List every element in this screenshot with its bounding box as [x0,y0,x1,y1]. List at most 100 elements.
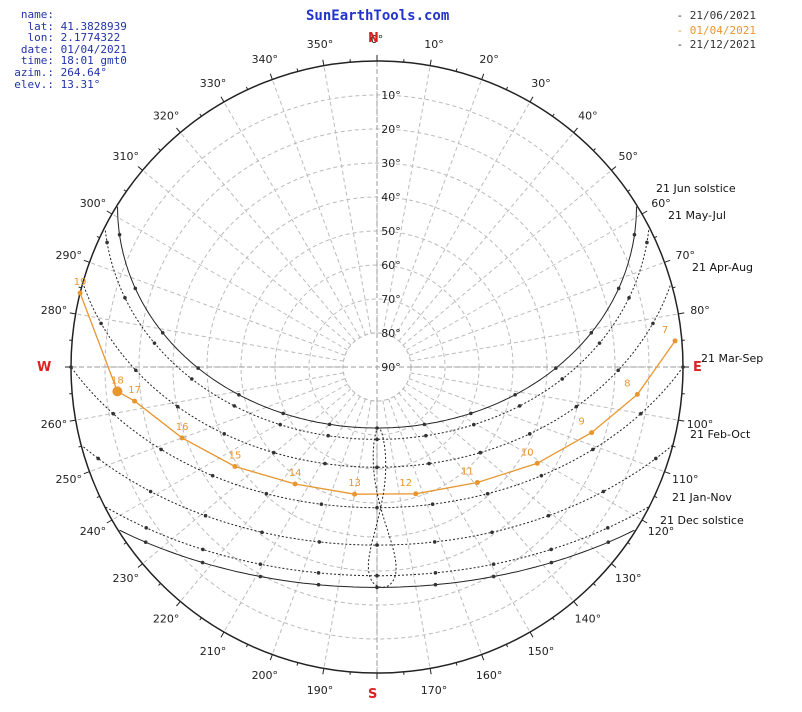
elevation-label: 80° [381,327,401,340]
azimuth-label: 290° [56,249,83,262]
azimuth-tick [593,148,596,151]
hour-dot [606,540,611,544]
hour-dot [375,585,379,590]
azimuth-tick [627,542,631,545]
hour-dot [133,368,138,373]
day-label: 21 Jan-Nov [672,491,732,504]
hour-dot [201,547,205,552]
day-label: 21 Jun solstice [656,182,736,195]
info-row: date: 01/04/2021 [8,43,127,56]
azimuth-tick [678,312,685,315]
azimuth-spoke [402,388,612,565]
day-label: 21 Feb-Oct [690,428,751,441]
azimuth-tick [664,259,671,263]
hour-dot [560,377,565,381]
azimuth-tick [269,73,273,80]
azimuth-spoke [179,132,356,342]
elevation-label: 50° [381,225,401,238]
azimuth-tick [69,312,76,315]
azimuth-tick [83,471,90,475]
hour-dot [589,430,595,436]
hour-dot [152,341,157,345]
cardinal-e-label: E [693,360,702,375]
azimuth-spoke [89,378,346,473]
legend-entry: - 21/12/2021 [676,38,756,51]
azimuth-tick [654,495,658,499]
cardinal-s-label: S [368,687,377,702]
hour-dot [589,330,594,335]
hour-dot [319,502,324,507]
azimuth-label: 130° [615,572,642,585]
azimuth-label: 210° [200,645,227,658]
azimuth-tick [672,445,676,448]
legend-entry: - 21/06/2021 [676,9,756,22]
info-value: 264.64° [54,65,107,79]
current-sun-marker [112,386,123,397]
hour-dot [527,432,532,436]
hour-dot [632,232,637,237]
azimuth-spoke [408,378,665,473]
hour-dot [485,491,490,496]
azimuth-label: 220° [153,612,180,625]
azimuth-tick [552,113,555,117]
hour-dot [471,422,476,427]
hour-dot [232,463,238,469]
hour-dot [645,240,649,245]
info-row: time: 18:01 gmt0 [8,55,127,67]
elevation-label: 90° [381,361,401,374]
azimuth-spoke [271,79,366,336]
elevation-label: 60° [381,259,401,272]
hour-dot [326,433,330,438]
azimuth-tick [123,189,127,192]
hour-dot [77,290,83,296]
info-row: elev.: 13.31° [8,77,127,91]
azimuth-label: 140° [575,612,602,625]
hour-dot [427,461,431,466]
azimuth-tick [158,583,161,586]
azimuth-label: 350° [307,38,334,51]
legend-entry: - 01/04/2021 [676,23,756,37]
info-value: 13.31° [54,77,101,91]
info-key: azim.: [14,65,54,79]
azimuth-tick [199,617,202,621]
azimuth-spoke [111,213,348,351]
hour-dot [549,560,554,565]
azimuth-tick [220,96,225,103]
hour-dot [616,286,621,291]
azimuth-tick [158,148,161,151]
azimuth-spoke [111,383,348,521]
azimuth-tick [505,86,509,90]
hour-dot [179,435,185,441]
hour-dot [258,562,263,567]
hour-label: 7 [662,325,668,336]
date-legend: - 21/06/2021- 01/04/2021- 21/12/2021 [677,9,756,53]
hour-dot [132,398,138,404]
hour-dot [111,411,115,416]
info-row: azim.: 264.64° [8,67,127,79]
hour-dot [375,465,379,470]
info-value: 18:01 gmt0 [54,54,127,68]
current-day-path [79,292,676,495]
azimuth-spoke [398,132,575,342]
azimuth-spoke [75,372,344,421]
azimuth-spoke [323,65,372,334]
day-label: 21 Dec solstice [660,514,744,527]
azimuth-spoke [398,392,575,602]
sun-path-line [105,506,649,577]
hour-dot [271,450,276,455]
azimuth-spoke [75,313,344,362]
azimuth-tick [96,495,100,499]
hour-dot [681,365,685,369]
azimuth-tick [529,96,534,103]
hour-label: 19 [74,277,87,288]
elevation-label: 40° [381,191,401,204]
hour-dot [554,366,558,370]
hour-dot [654,456,658,461]
analemma [367,427,397,588]
hour-dot [513,392,517,397]
day-label: 21 May-Jul [668,209,726,222]
hour-label: 18 [111,375,124,386]
azimuth-tick [123,542,127,545]
azimuth-tick [322,59,325,66]
hour-dot [413,491,419,497]
